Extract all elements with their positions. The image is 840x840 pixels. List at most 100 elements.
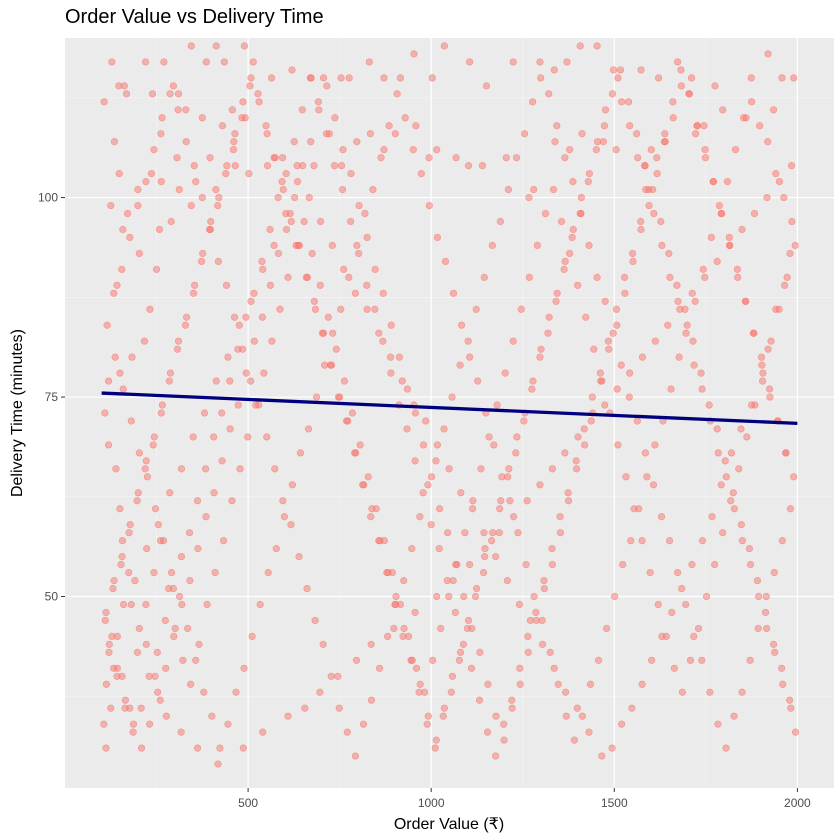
data-point (240, 664, 248, 672)
data-point (456, 361, 464, 369)
data-point (520, 130, 529, 138)
data-point (775, 305, 783, 313)
data-point (746, 560, 755, 569)
data-point (391, 600, 399, 609)
data-point (733, 265, 741, 273)
data-point (173, 154, 181, 162)
data-point (436, 505, 444, 513)
data-point (748, 98, 756, 106)
data-point (266, 281, 275, 289)
data-point (279, 497, 287, 505)
data-point (240, 42, 249, 50)
data-point (479, 568, 488, 577)
data-point (496, 505, 504, 513)
data-point (329, 329, 337, 337)
data-point (365, 58, 373, 66)
data-point (133, 648, 142, 656)
data-point (654, 74, 663, 82)
data-point (425, 154, 433, 162)
data-point (124, 209, 132, 218)
data-point (399, 632, 407, 641)
data-point (206, 225, 214, 234)
data-point (550, 664, 558, 672)
data-point (293, 178, 302, 186)
data-point (375, 329, 383, 337)
data-point (648, 656, 656, 664)
data-point (449, 289, 458, 297)
data-point (400, 576, 408, 585)
data-point (688, 560, 696, 569)
data-point (352, 449, 360, 457)
data-point (642, 185, 650, 194)
data-point (166, 489, 174, 497)
data-point (751, 401, 759, 409)
data-point (386, 353, 395, 361)
data-point (127, 600, 135, 609)
data-point (758, 377, 767, 385)
data-point (633, 130, 641, 138)
data-point (772, 170, 780, 178)
data-point (578, 712, 587, 720)
data-point (371, 265, 379, 273)
data-point (440, 704, 448, 712)
data-point (351, 289, 359, 297)
data-point (278, 154, 287, 162)
data-point (572, 465, 581, 473)
data-point (332, 345, 340, 353)
data-point (509, 58, 517, 66)
data-point (787, 162, 796, 170)
data-point (619, 560, 627, 569)
data-point (609, 329, 617, 337)
data-point (363, 305, 371, 313)
data-point (214, 760, 222, 768)
data-point (717, 209, 726, 218)
data-point (456, 648, 465, 656)
data-point (271, 465, 279, 473)
y-axis-ticks: 50 75 100 (38, 191, 65, 604)
data-point (125, 529, 133, 537)
data-point (779, 680, 787, 688)
data-point (104, 441, 113, 449)
data-point (142, 640, 150, 648)
data-point (576, 42, 584, 50)
data-point (502, 154, 510, 162)
data-point (576, 209, 584, 218)
data-point (162, 712, 171, 720)
data-point (482, 82, 491, 90)
data-point (412, 664, 421, 672)
data-point (601, 297, 609, 305)
data-point (327, 672, 335, 680)
trend-line (101, 391, 798, 426)
data-point (247, 297, 255, 305)
data-point (689, 337, 697, 345)
data-point (574, 281, 582, 289)
data-point (242, 369, 250, 377)
data-point (601, 106, 610, 114)
data-point (311, 616, 319, 625)
data-point (162, 664, 170, 672)
data-point (236, 465, 244, 473)
data-point (713, 425, 721, 433)
data-point (713, 257, 721, 266)
data-point (681, 305, 689, 313)
data-point (706, 688, 714, 696)
data-point (304, 425, 313, 433)
data-point (657, 513, 666, 521)
data-point (778, 74, 786, 82)
data-point (757, 353, 766, 361)
data-point (429, 656, 437, 664)
data-point (109, 584, 117, 593)
data-point (212, 42, 220, 50)
data-point (256, 600, 264, 609)
data-point (530, 185, 538, 194)
data-point (786, 505, 795, 513)
data-point (714, 449, 722, 457)
data-point (206, 154, 214, 162)
data-point (769, 640, 778, 648)
data-point (585, 728, 593, 736)
data-point (104, 377, 113, 385)
data-point (278, 178, 286, 186)
data-point (310, 162, 318, 170)
data-point (314, 98, 323, 106)
data-point (537, 74, 545, 82)
